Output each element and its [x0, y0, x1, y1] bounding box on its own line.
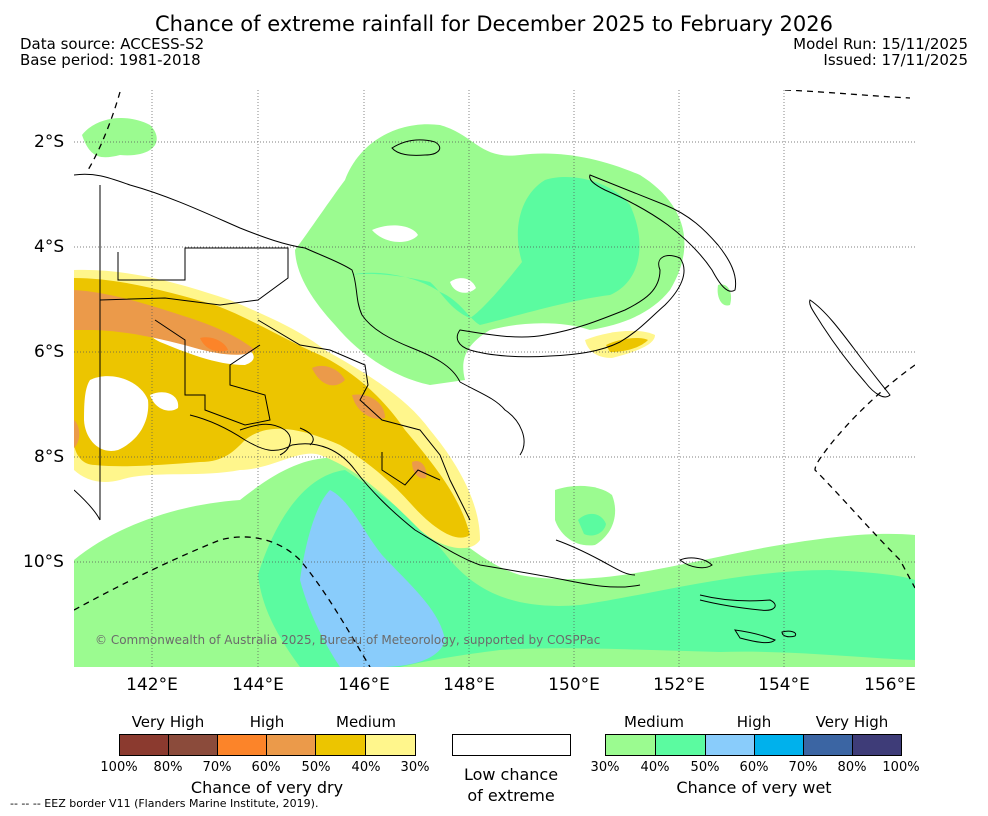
lat-label-10s: 10°S	[23, 552, 64, 572]
dry-caption: Chance of very dry	[190, 778, 344, 797]
wet-region-north-core	[350, 177, 640, 325]
lon-label-144e: 144°E	[232, 675, 284, 695]
lon-label-142e: 142°E	[126, 675, 178, 695]
issued-date: Issued: 17/11/2025	[823, 51, 968, 69]
neutral-caption-line1: Low chance	[463, 765, 559, 784]
dry-tick-40: 40%	[351, 760, 381, 775]
wet-category-medium: Medium	[624, 713, 684, 731]
neutral-caption: Low chance of extreme	[464, 764, 558, 806]
lat-label-8s: 8°S	[34, 447, 65, 467]
wet-region-northwest	[82, 117, 157, 158]
dry-tick-70: 70%	[202, 760, 232, 775]
lat-label-6s: 6°S	[34, 342, 65, 362]
wet-region-bougainville	[717, 284, 732, 306]
copyright-notice: © Commonwealth of Australia 2025, Bureau…	[95, 633, 601, 647]
dry-swatch-3	[217, 734, 267, 756]
model-run: Model Run: 15/11/2025	[793, 35, 968, 53]
wet-region-coral-core	[300, 490, 445, 667]
wet-tick-50: 50%	[690, 760, 720, 775]
lon-label-148e: 148°E	[443, 675, 495, 695]
coastline-new-britain	[456, 255, 685, 358]
wet-swatch-5	[803, 734, 853, 756]
wet-tick-100: 100%	[882, 760, 920, 775]
wet-caption: Chance of very wet	[676, 778, 832, 797]
coastline-gulf	[239, 423, 314, 456]
coastline-manus	[391, 139, 441, 156]
dry-swatch-1	[119, 734, 169, 756]
coastlines	[74, 139, 891, 644]
coastline-dentrecasteaux	[555, 539, 776, 611]
low-chance-patch	[372, 225, 418, 242]
province-border	[154, 319, 271, 426]
dry-swatch-5	[315, 734, 366, 756]
lon-label-146e: 146°E	[338, 675, 390, 695]
province-border	[381, 452, 441, 486]
wet-category-high: High	[736, 713, 772, 731]
coastline-louisiade	[734, 629, 797, 644]
boundaries	[99, 185, 471, 521]
lon-label-156e: 156°E	[864, 675, 916, 695]
wet-swatch-1	[605, 734, 656, 756]
dry-swatch-6	[365, 734, 416, 756]
wet-swatch-4	[754, 734, 804, 756]
lon-label-150e: 150°E	[548, 675, 600, 695]
eez-border	[87, 91, 121, 171]
dry-region-very-high	[200, 337, 228, 352]
coastline-bougainville	[809, 299, 891, 398]
wet-tick-40: 40%	[640, 760, 670, 775]
dry-tick-50: 50%	[301, 760, 331, 775]
coastline-new-ireland	[589, 174, 737, 292]
province-border	[99, 247, 289, 306]
dry-category-high: High	[249, 713, 285, 731]
province-border	[257, 319, 471, 521]
lat-label-2s: 2°S	[34, 132, 65, 152]
coastline-woodlark	[679, 557, 713, 569]
dry-category-very-high: Very High	[131, 713, 205, 731]
dry-tick-100: 100%	[100, 760, 138, 775]
data-source: Data source: ACCESS-S2	[20, 35, 205, 53]
neutral-caption-line2: of extreme	[467, 786, 555, 805]
wet-tick-60: 60%	[739, 760, 769, 775]
base-period: Base period: 1981-2018	[20, 51, 201, 69]
eez-border	[784, 90, 911, 99]
dry-tick-80: 80%	[153, 760, 183, 775]
dry-region-east	[606, 337, 648, 352]
dry-region-high	[74, 420, 80, 448]
neutral-swatch	[452, 734, 571, 756]
wet-region-newbritain-core	[578, 513, 606, 536]
coastline-new-guinea-north	[74, 173, 461, 383]
eez-note: -- -- -- EEZ border V11 (Flanders Marine…	[10, 797, 319, 810]
wet-tick-80: 80%	[837, 760, 867, 775]
eez-border	[74, 536, 371, 667]
wet-swatch-2	[655, 734, 706, 756]
eez-borders	[74, 90, 915, 667]
wet-swatch-3	[705, 734, 755, 756]
wet-category-very-high: Very High	[815, 713, 889, 731]
lon-label-152e: 152°E	[653, 675, 705, 695]
dry-swatch-2	[168, 734, 218, 756]
coastline-new-guinea-south	[74, 414, 641, 588]
wet-tick-30: 30%	[590, 760, 620, 775]
low-chance-patch	[450, 278, 476, 293]
dry-region-high	[312, 365, 345, 386]
map-fields	[74, 117, 915, 667]
dry-category-medium: Medium	[336, 713, 396, 731]
wet-tick-70: 70%	[788, 760, 818, 775]
eez-border	[814, 364, 915, 589]
chart-title: Chance of extreme rainfall for December …	[155, 12, 833, 36]
meta-right: Model Run: 15/11/2025 Issued: 17/11/2025	[793, 36, 968, 68]
coastline-huon	[459, 381, 525, 456]
dry-tick-60: 60%	[251, 760, 281, 775]
lon-label-154e: 154°E	[758, 675, 810, 695]
dry-swatch-4	[266, 734, 316, 756]
map-gridlines	[74, 90, 915, 667]
wet-swatch-6	[852, 734, 902, 756]
meta-left: Data source: ACCESS-S2 Base period: 1981…	[20, 36, 204, 68]
dry-region-white-hole	[150, 392, 179, 411]
dry-region-high	[412, 460, 427, 479]
lat-label-4s: 4°S	[34, 237, 65, 257]
dry-tick-30: 30%	[400, 760, 430, 775]
